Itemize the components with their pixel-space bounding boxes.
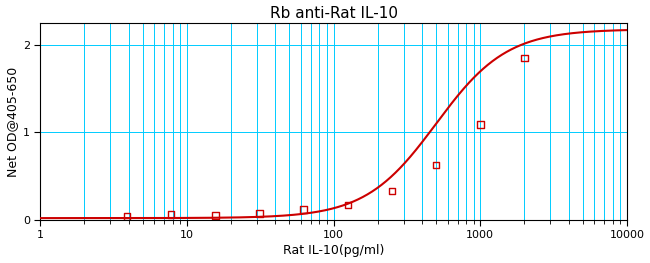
Point [387, 189, 397, 193]
X-axis label: Rat IL-10(pg/ml): Rat IL-10(pg/ml) [283, 244, 384, 257]
Y-axis label: Net OD@405-650: Net OD@405-650 [6, 66, 19, 177]
Point [166, 213, 176, 217]
Point [343, 203, 353, 207]
Point [519, 56, 530, 60]
Point [122, 214, 132, 219]
Point [254, 212, 265, 216]
Point [475, 123, 486, 127]
Point [298, 207, 309, 211]
Point [431, 163, 441, 167]
Point [210, 213, 220, 218]
Title: Rb anti-Rat IL-10: Rb anti-Rat IL-10 [270, 6, 398, 21]
